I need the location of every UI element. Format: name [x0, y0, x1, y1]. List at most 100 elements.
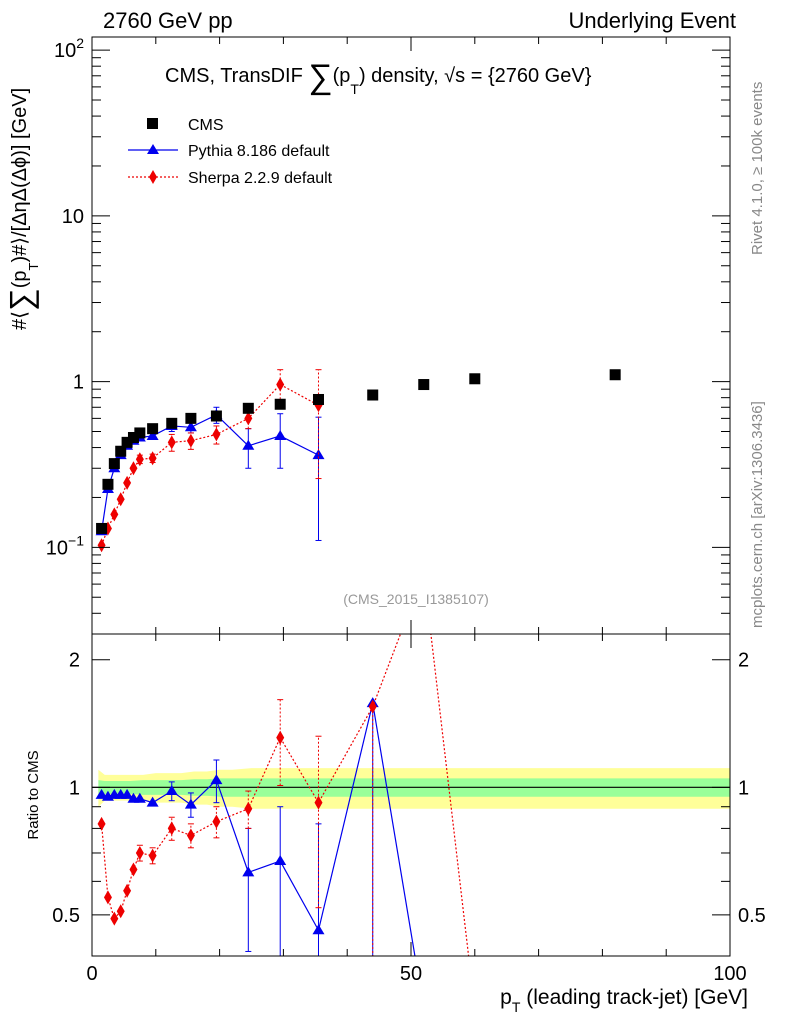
ytick-exp: 2 — [76, 35, 84, 51]
sherpa-ratio-point — [97, 816, 106, 831]
main-ticks — [91, 37, 731, 635]
sherpa-main-point — [276, 377, 285, 392]
sherpa-ratio-point — [186, 828, 195, 843]
ytick-exp: −1 — [68, 532, 84, 548]
ytick-base: 10 — [46, 537, 68, 559]
header-right: Underlying Event — [568, 8, 736, 33]
ylabel-sigma: ∑ — [3, 288, 39, 311]
ratio-ytick-label: 2 — [69, 650, 80, 672]
x-axis-label: pT (leading track-jet) [GeV] — [500, 986, 748, 1015]
ytick-base: 10 — [54, 40, 76, 62]
ratio-ticks — [91, 634, 731, 957]
pythia-ratio-point — [210, 774, 223, 785]
ratio-ytick-labels: 0.5 0.5 1 1 2 2 — [52, 650, 766, 927]
sherpa-main-point — [129, 461, 138, 476]
sherpa-main-point — [186, 433, 195, 448]
pythia-ratio-point — [312, 924, 325, 935]
x-tick-label: 100 — [713, 963, 746, 985]
legend-cms-label: CMS — [188, 117, 224, 134]
xlabel-p: p — [500, 986, 512, 1009]
cms-main-point — [185, 412, 197, 424]
sherpa-main-point — [135, 452, 144, 467]
pythia-ratio-point — [274, 855, 287, 866]
pythia-ratio-point — [242, 866, 255, 877]
ylabel-sub: T — [26, 262, 41, 270]
x-tick-label: 0 — [86, 963, 97, 985]
cms-main-point — [115, 445, 127, 457]
sherpa-ratio-point — [314, 795, 323, 810]
pythia-main-point — [274, 429, 287, 440]
cms-main-point — [242, 402, 254, 414]
rivet-label: Rivet 4.1.0, ≥ 100k events — [749, 82, 766, 255]
cms-main-point — [127, 431, 139, 443]
ratio-ytick-label-right: 1 — [738, 777, 749, 799]
main-ytick-label: 10 — [62, 206, 84, 228]
title-p: (p — [333, 65, 351, 87]
mcplots-label: mcplots.cern.ch [arXiv:1306.3436] — [749, 401, 766, 628]
x-tick-labels: 0 50 100 — [86, 963, 746, 985]
cms-main-point — [96, 522, 108, 534]
main-ytick-label: 10−1 — [46, 532, 84, 559]
sherpa-ratio-point — [129, 862, 138, 877]
sherpa-ratio-point — [103, 890, 112, 905]
ratio-ytick-label: 1 — [69, 777, 80, 799]
cms-main-point — [134, 427, 146, 439]
ratio-ytick-label-right: 2 — [738, 650, 749, 672]
legend-cms-marker — [147, 118, 158, 129]
cms-main-point — [102, 478, 114, 490]
sherpa-ratio-point — [167, 821, 176, 836]
cms-main-point — [469, 373, 481, 385]
cms-main-point — [166, 417, 178, 429]
cms-main-point — [312, 393, 324, 405]
sherpa-main-point — [123, 475, 132, 490]
legend-pythia-marker — [147, 144, 159, 154]
cms-main-point — [147, 423, 159, 435]
ratio-panel: 0.5 0.5 1 1 2 2 0 50 100 Ratio to CMS pT (leadi… — [25, 633, 766, 1015]
xlabel-rest: (leading track-jet) [GeV] — [520, 986, 748, 1009]
main-title: CMS, TransDIF ∑(pT) density, √s = {2760 … — [165, 58, 592, 97]
ylabel-b: (p — [9, 270, 31, 288]
title-sub: T — [350, 81, 359, 97]
main-ytick-label: 102 — [54, 35, 84, 62]
title-suffix: ) density, √s = {2760 GeV} — [359, 65, 592, 87]
pythia-ratio-point — [133, 792, 146, 803]
sherpa-ratio-point — [212, 814, 221, 829]
sherpa-main-point — [97, 538, 106, 553]
sherpa-ratio-point — [116, 904, 125, 919]
sherpa-ratio-point — [276, 730, 285, 745]
sherpa-main-point — [167, 435, 176, 450]
title-sigma: ∑ — [308, 58, 332, 96]
pythia-main-point — [242, 439, 255, 450]
cms-main-point — [274, 398, 286, 410]
pythia-ratio-point — [165, 785, 178, 796]
title-prefix: CMS, TransDIF — [165, 65, 308, 87]
sherpa-ratio-point — [148, 848, 157, 863]
header-left: 2760 GeV pp — [103, 8, 233, 33]
legend-sherpa-marker — [149, 170, 157, 184]
sherpa-main-point — [244, 411, 253, 426]
sherpa-ratio-point — [123, 883, 132, 898]
pythia-main-point — [184, 421, 197, 432]
ylabel-c: )#⟩/[ΔηΔ(Δϕ)] [GeV] — [9, 88, 31, 263]
pythia-main-point — [146, 429, 159, 440]
sherpa-main-point — [212, 427, 221, 442]
pythia-ratio-point — [184, 798, 197, 809]
sherpa-ratio-point — [110, 911, 119, 926]
ratio-ylabel: Ratio to CMS — [25, 750, 42, 839]
xlabel-sub: T — [512, 999, 521, 1015]
sherpa-main-point — [148, 451, 157, 466]
x-tick-label: 50 — [400, 963, 422, 985]
pythia-ratio-point — [121, 788, 134, 799]
legend-pythia-label: Pythia 8.186 default — [188, 143, 330, 160]
pythia-ratio-point — [146, 796, 159, 807]
cms-main-point — [210, 410, 222, 422]
pythia-ratio-point — [95, 788, 108, 799]
ratio-ytick-label-right: 0.5 — [738, 905, 766, 927]
ratio-ytick-label: 0.5 — [52, 905, 80, 927]
analysis-watermark: (CMS_2015_I1385107) — [343, 591, 489, 607]
cms-main-point — [121, 436, 133, 448]
sherpa-ratio-point — [244, 801, 253, 816]
